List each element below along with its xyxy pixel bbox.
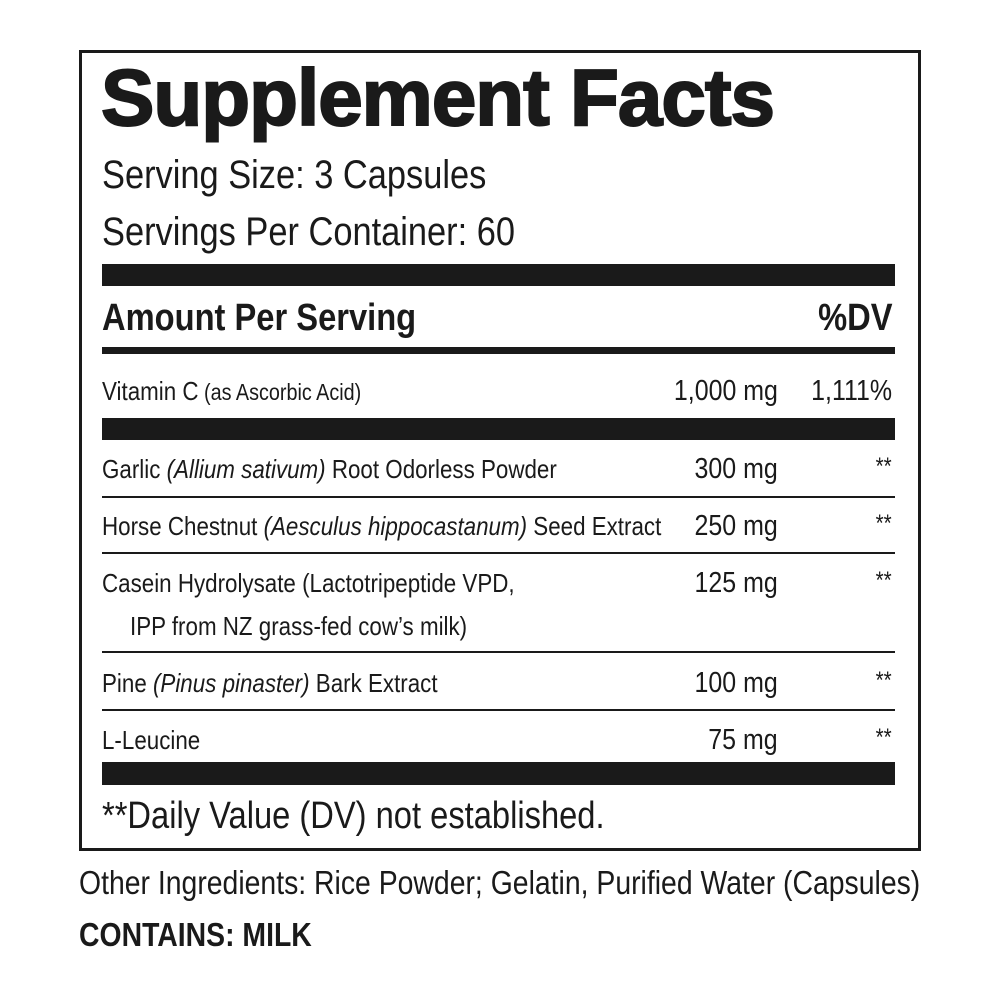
name-part: (Pinus pinaster) <box>146 668 310 698</box>
name-part: Vitamin C <box>102 376 199 406</box>
row-rule <box>102 709 895 711</box>
name-part: Garlic <box>102 454 161 484</box>
daily-value: ** <box>875 724 892 751</box>
ingredient-name: L-Leucine <box>102 727 200 753</box>
name-part: Root Odorless Powder <box>325 454 557 484</box>
serving-size: Serving Size: 3 Capsules <box>102 153 487 197</box>
amount: 250 mg <box>694 510 778 542</box>
name-part: Pine <box>102 668 147 698</box>
footnote: **Daily Value (DV) not established. <box>102 795 605 837</box>
ingredient-name: Vitamin C (as Ascorbic Acid) <box>102 378 361 404</box>
name-part: (Allium sativum) <box>160 454 326 484</box>
ingredient-name: Pine (Pinus pinaster) Bark Extract <box>102 670 438 696</box>
dv-header: %DV <box>818 297 893 339</box>
title: Supplement Facts <box>100 53 776 142</box>
servings-per-container: Servings Per Container: 60 <box>102 210 516 254</box>
row-rule <box>102 496 895 498</box>
other-ingredients: Other Ingredients: Rice Powder; Gelatin,… <box>79 864 921 901</box>
name-part: Bark Extract <box>309 668 438 698</box>
ingredient-name: Casein Hydrolysate (Lactotripeptide VPD, <box>102 570 515 596</box>
ingredient-name: Garlic (Allium sativum) Root Odorless Po… <box>102 456 557 482</box>
allergen: CONTAINS: MILK <box>79 916 312 953</box>
name-part: (Aesculus hippocastanum) <box>257 511 528 541</box>
medium-rule <box>102 347 895 354</box>
name-part: Seed Extract <box>527 511 662 541</box>
daily-value: ** <box>875 567 892 594</box>
ingredient-name: Horse Chestnut (Aesculus hippocastanum) … <box>102 513 661 539</box>
daily-value: ** <box>875 667 892 694</box>
name-part: Horse Chestnut <box>102 511 258 541</box>
thick-rule <box>102 264 895 286</box>
amount: 125 mg <box>694 567 778 599</box>
row-rule <box>102 651 895 653</box>
amount: 1,000 mg <box>674 375 778 407</box>
ingredient-name-line: IPP from NZ grass-fed cow’s milk) <box>130 611 468 641</box>
daily-value: ** <box>875 453 892 480</box>
thick-rule <box>102 418 895 440</box>
amount: 100 mg <box>694 667 778 699</box>
panel-border <box>79 50 921 851</box>
thick-rule <box>102 762 895 785</box>
daily-value: 1,111% <box>811 375 892 407</box>
amount-header: Amount Per Serving <box>102 297 417 339</box>
daily-value: ** <box>875 510 892 537</box>
name-part: (as Ascorbic Acid) <box>198 379 362 405</box>
name-part: L-Leucine <box>102 725 201 755</box>
amount: 75 mg <box>708 724 778 756</box>
row-rule <box>102 552 895 554</box>
amount: 300 mg <box>694 453 778 485</box>
name-part: Casein Hydrolysate (Lactotripeptide VPD, <box>102 568 515 598</box>
